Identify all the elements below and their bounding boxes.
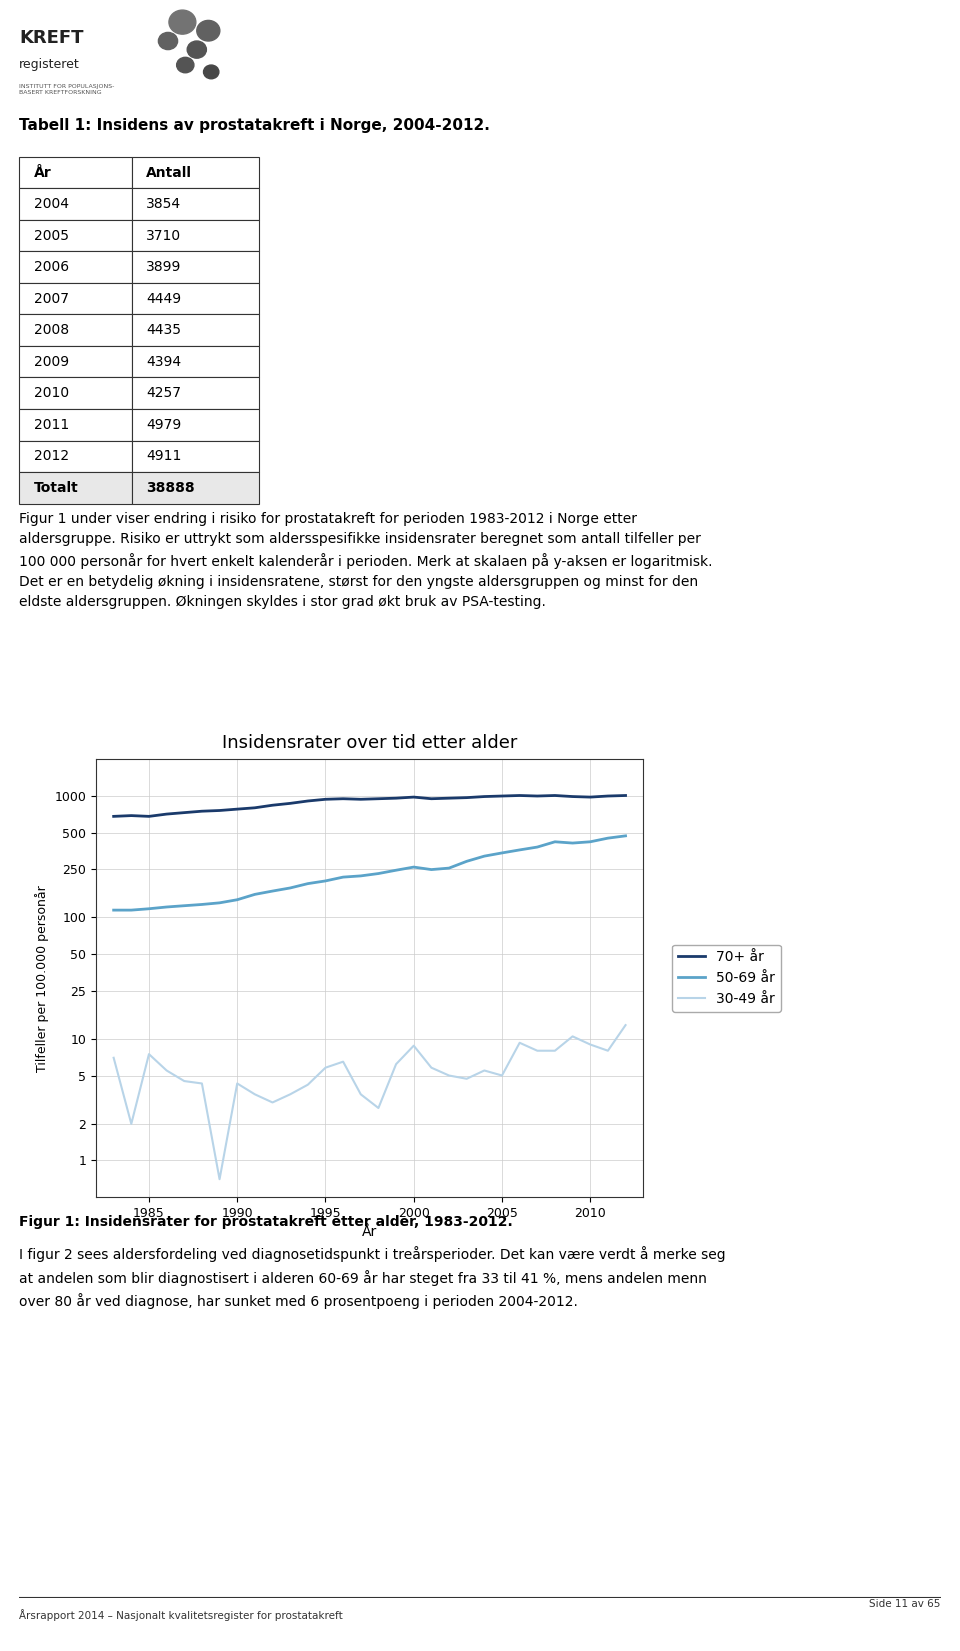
- Circle shape: [204, 64, 219, 79]
- FancyBboxPatch shape: [132, 188, 259, 220]
- Text: 2011: 2011: [34, 418, 69, 433]
- Text: 2004: 2004: [34, 196, 68, 211]
- Text: 3854: 3854: [146, 196, 181, 211]
- FancyBboxPatch shape: [19, 378, 132, 409]
- X-axis label: År: År: [362, 1225, 377, 1240]
- FancyBboxPatch shape: [132, 157, 259, 188]
- Text: 3899: 3899: [146, 261, 181, 274]
- FancyBboxPatch shape: [132, 282, 259, 314]
- Text: 3710: 3710: [146, 228, 181, 243]
- Text: 2006: 2006: [34, 261, 69, 274]
- FancyBboxPatch shape: [132, 441, 259, 472]
- Text: Årsrapport 2014 – Nasjonalt kvalitetsregister for prostatakreft: Årsrapport 2014 – Nasjonalt kvalitetsreg…: [19, 1610, 343, 1621]
- Text: 2009: 2009: [34, 355, 69, 368]
- Text: Side 11 av 65: Side 11 av 65: [870, 1598, 941, 1608]
- FancyBboxPatch shape: [19, 472, 132, 504]
- FancyBboxPatch shape: [19, 157, 132, 188]
- Text: KREFT: KREFT: [19, 30, 84, 46]
- Text: 4449: 4449: [146, 292, 181, 305]
- FancyBboxPatch shape: [19, 347, 132, 378]
- FancyBboxPatch shape: [19, 188, 132, 220]
- FancyBboxPatch shape: [132, 347, 259, 378]
- Text: 4435: 4435: [146, 324, 181, 337]
- Text: Totalt: Totalt: [34, 480, 79, 495]
- FancyBboxPatch shape: [132, 378, 259, 409]
- FancyBboxPatch shape: [132, 251, 259, 282]
- FancyBboxPatch shape: [132, 220, 259, 251]
- Y-axis label: Tilfeller per 100.000 personår: Tilfeller per 100.000 personår: [35, 885, 49, 1071]
- Circle shape: [158, 33, 178, 50]
- Text: INSTITUTT FOR POPULASJONS-
BASERT KREFTFORSKNING: INSTITUTT FOR POPULASJONS- BASERT KREFTF…: [19, 84, 114, 96]
- Circle shape: [197, 20, 220, 41]
- Text: registeret: registeret: [19, 58, 80, 71]
- FancyBboxPatch shape: [19, 441, 132, 472]
- FancyBboxPatch shape: [132, 409, 259, 441]
- Text: 38888: 38888: [146, 480, 195, 495]
- FancyBboxPatch shape: [19, 314, 132, 347]
- FancyBboxPatch shape: [19, 220, 132, 251]
- Text: 4257: 4257: [146, 386, 181, 400]
- Text: 2007: 2007: [34, 292, 68, 305]
- Circle shape: [187, 41, 206, 58]
- Text: 4979: 4979: [146, 418, 181, 433]
- Text: 2010: 2010: [34, 386, 69, 400]
- Text: 2005: 2005: [34, 228, 68, 243]
- Text: År: År: [34, 165, 51, 180]
- FancyBboxPatch shape: [19, 251, 132, 282]
- FancyBboxPatch shape: [19, 409, 132, 441]
- Text: I figur 2 sees aldersfordeling ved diagnosetidspunkt i treårsperioder. Det kan v: I figur 2 sees aldersfordeling ved diagn…: [19, 1247, 726, 1309]
- Text: 2008: 2008: [34, 324, 69, 337]
- FancyBboxPatch shape: [132, 314, 259, 347]
- FancyBboxPatch shape: [132, 472, 259, 504]
- FancyBboxPatch shape: [19, 282, 132, 314]
- Legend: 70+ år, 50-69 år, 30-49 år: 70+ år, 50-69 år, 30-49 år: [672, 944, 780, 1012]
- Text: 4911: 4911: [146, 449, 181, 464]
- Text: Antall: Antall: [146, 165, 192, 180]
- Text: Figur 1: Insidensrater for prostatakreft etter alder, 1983-2012.: Figur 1: Insidensrater for prostatakreft…: [19, 1215, 513, 1228]
- Text: 4394: 4394: [146, 355, 181, 368]
- Circle shape: [177, 58, 194, 73]
- Circle shape: [169, 10, 196, 35]
- Title: Insidensrater over tid etter alder: Insidensrater over tid etter alder: [222, 735, 517, 753]
- Text: 2012: 2012: [34, 449, 69, 464]
- Text: Figur 1 under viser endring i risiko for prostatakreft for perioden 1983-2012 i : Figur 1 under viser endring i risiko for…: [19, 512, 712, 609]
- Text: Tabell 1: Insidens av prostatakreft i Norge, 2004-2012.: Tabell 1: Insidens av prostatakreft i No…: [19, 117, 490, 134]
